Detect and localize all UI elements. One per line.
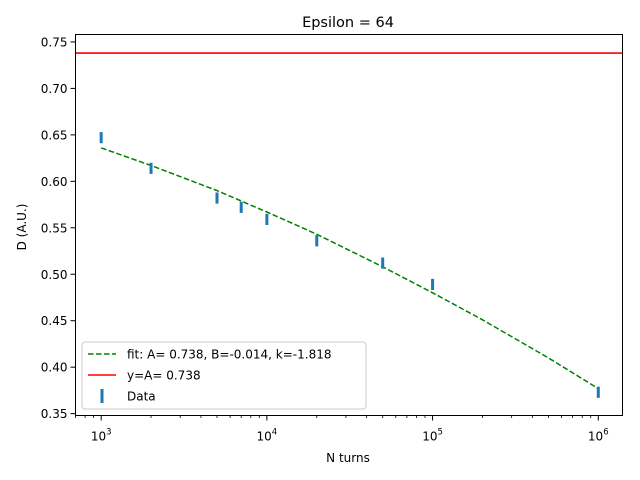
y-tick-label: 0.50 xyxy=(41,268,68,282)
y-ticks: 0.35 0.40 0.45 0.50 0.55 0.60 0.65 0.70 0.75 xyxy=(41,35,76,421)
axes-frame xyxy=(75,34,623,416)
legend-label: y=A= 0.738 xyxy=(127,369,201,383)
legend-box xyxy=(81,341,367,410)
y-tick-label: 0.45 xyxy=(41,314,68,328)
x-tick-label: 103 xyxy=(91,428,112,444)
y-tick-label: 0.70 xyxy=(41,82,68,96)
y-tick-label: 0.40 xyxy=(41,361,68,375)
y-tick-label: 0.65 xyxy=(41,128,68,142)
plot-area xyxy=(75,52,623,398)
x-axis-label: N turns xyxy=(326,451,370,465)
y-tick-label: 0.60 xyxy=(41,175,68,189)
legend-label: Data xyxy=(127,390,156,404)
legend: fit: A= 0.738, B=-0.014, k=-1.818 y=A= 0.… xyxy=(81,341,367,410)
y-tick-label: 0.75 xyxy=(41,35,68,49)
legend-label: fit: A= 0.738, B=-0.014, k=-1.818 xyxy=(127,348,331,362)
y-tick-label: 0.55 xyxy=(41,221,68,235)
chart-title: Epsilon = 64 xyxy=(302,15,394,31)
y-axis-label: D (A.U.) xyxy=(15,204,29,251)
fit-line xyxy=(100,147,599,390)
x-ticks: 103 104 105 106 xyxy=(75,415,609,444)
x-tick-label: 105 xyxy=(422,428,443,444)
x-tick-label: 104 xyxy=(257,428,278,444)
y-tick-label: 0.35 xyxy=(41,407,68,421)
x-tick-label: 106 xyxy=(588,428,609,444)
